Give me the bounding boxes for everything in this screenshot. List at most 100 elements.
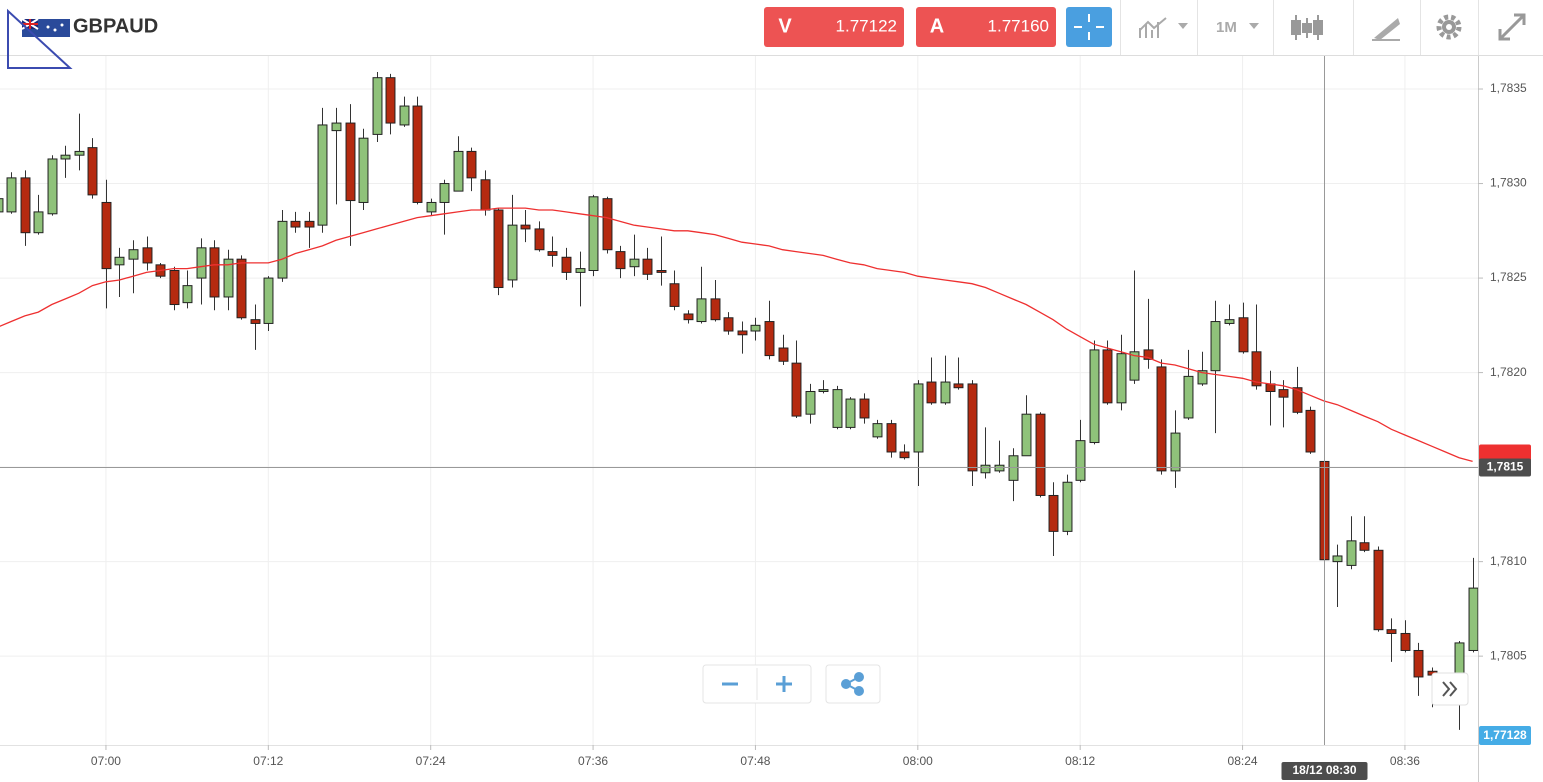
timeframe-button[interactable]: 1M (1216, 19, 1259, 36)
chevrons (1442, 681, 1458, 697)
candle-body (1129, 351, 1140, 381)
candle-body (304, 220, 315, 228)
candle-body (1035, 413, 1046, 496)
candle-body (832, 389, 843, 428)
candle-body (1143, 349, 1154, 360)
x-tick-label: 08:12 (1065, 754, 1095, 768)
x-tick-label: 08:00 (903, 754, 933, 768)
candle-body (1305, 409, 1316, 453)
y-tick-label: 1,7830 (1490, 176, 1527, 190)
candle-body (101, 201, 112, 270)
candle-body (967, 383, 978, 472)
moving-average (0, 207, 1473, 463)
candle-body (1008, 455, 1019, 481)
candle-body (345, 122, 356, 202)
sell-price: 1.77122 (836, 16, 897, 35)
crosshair-button[interactable] (1066, 7, 1112, 47)
candle-body (385, 77, 396, 124)
candle-body (1400, 632, 1411, 651)
y-tick-label: 1,7835 (1490, 81, 1527, 95)
candle-body (1210, 321, 1221, 372)
candle-body (953, 383, 964, 389)
candle-body (399, 105, 410, 126)
sell-button[interactable] (764, 7, 904, 47)
candle-body (114, 256, 125, 266)
candle-body (277, 220, 288, 279)
candle-body (453, 150, 464, 192)
candle-body (872, 423, 883, 438)
buy-label: A (930, 15, 944, 37)
symbol: GBPAUD (73, 15, 158, 37)
candle-body (1170, 432, 1181, 472)
candle-body (1413, 649, 1424, 678)
candle-body (669, 283, 680, 307)
candle-body (737, 330, 748, 336)
candle-body (1102, 349, 1113, 404)
candle-body (74, 150, 85, 156)
chart-type-button[interactable] (1291, 15, 1323, 40)
candle-body (87, 147, 98, 196)
candle-body (940, 381, 951, 404)
candle-body (290, 220, 301, 228)
candle-body (1359, 542, 1370, 551)
candle-body (263, 277, 274, 324)
candle-body (6, 177, 17, 213)
drawing-button[interactable] (1372, 18, 1400, 41)
candle-body (602, 198, 613, 251)
scroll-button[interactable] (1431, 672, 1469, 706)
candle-body (236, 258, 247, 319)
buy-button[interactable] (916, 7, 1056, 47)
candle-body (169, 270, 180, 306)
candle-body (859, 398, 870, 419)
candle-body (142, 247, 153, 264)
candle-body (899, 451, 910, 459)
candle-body (1386, 629, 1397, 634)
y-tick-label: 1,7805 (1490, 648, 1527, 662)
candle-body (412, 105, 423, 203)
x-tick-label: 07:12 (253, 754, 283, 768)
candle-body (791, 362, 802, 417)
candle-body (683, 313, 694, 321)
separators (1120, 0, 1479, 55)
candle-body (1468, 587, 1478, 651)
candle-body (520, 224, 531, 230)
y-tick-label: 1,7820 (1490, 365, 1527, 379)
candle-body (805, 390, 816, 415)
x-tick-label: 08:36 (1390, 754, 1420, 768)
candle-body (331, 122, 342, 132)
candle-body (1021, 413, 1032, 457)
share-button[interactable] (825, 664, 881, 704)
candle-body (372, 77, 383, 135)
axis-labels: 1,7815 18/12 08:30 1,77128 (1281, 444, 1531, 780)
indicators-button[interactable] (1139, 17, 1188, 38)
candle-body (696, 298, 707, 323)
crosshair-x-box (1281, 762, 1368, 780)
zoom-controls (702, 664, 881, 704)
candle-body (33, 211, 44, 234)
candle-body (466, 150, 477, 179)
candle-body (128, 249, 139, 260)
candle-body (547, 251, 558, 256)
crosshair-icon (1074, 14, 1104, 40)
candle-body (60, 154, 71, 160)
x-tick-label: 07:00 (91, 754, 121, 768)
candle-body (182, 285, 193, 304)
candle-body (480, 179, 491, 211)
candle-body (196, 247, 207, 279)
candle-body (1183, 375, 1194, 419)
crosshair-y-label: 1,7815 (1487, 460, 1524, 474)
moving-average-marker (1479, 444, 1531, 462)
candle-body (750, 324, 761, 332)
candle-body (764, 321, 775, 357)
candle-body (642, 258, 653, 275)
drawn-triangle (7, 8, 73, 69)
last-price-label: 1,77128 (1483, 728, 1527, 742)
candle-body (994, 464, 1005, 472)
settings-button[interactable] (1436, 14, 1462, 40)
plot-area (0, 55, 1478, 745)
grid (0, 55, 1478, 745)
fullscreen-button[interactable] (1498, 13, 1526, 41)
flag-icon (21, 18, 70, 37)
